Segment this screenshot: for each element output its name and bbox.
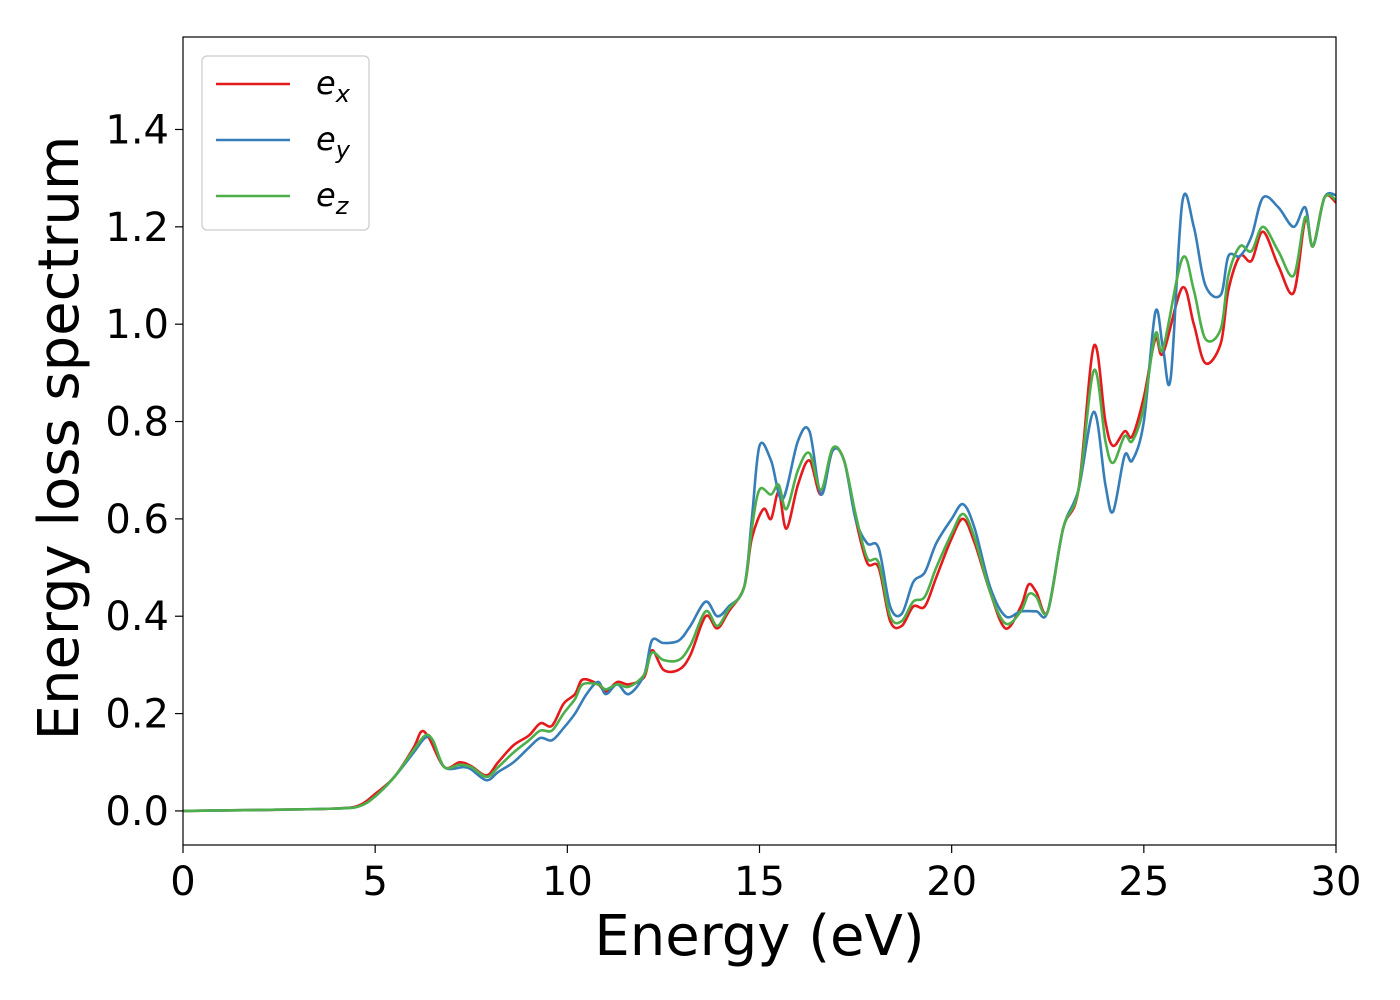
series-line-ey: [183, 191, 1336, 813]
series-line-ez: [183, 193, 1336, 813]
y-tick-label: 1.2: [105, 205, 169, 251]
y-tick-label: 1.0: [105, 302, 169, 348]
y-tick-label: 1.4: [105, 107, 169, 153]
x-tick-label: 30: [1311, 859, 1362, 905]
y-axis-ticks: 0.0 0.2 0.4 0.6 0.8 1.0 1.2 1.4: [105, 107, 183, 835]
series-layer: [183, 191, 1336, 813]
legend-box: [201, 55, 370, 231]
x-axis-ticks: 0 5 10 15 20 25 30: [170, 845, 1361, 905]
x-tick-label: 25: [1118, 859, 1169, 905]
x-tick-label: 0: [170, 859, 195, 905]
y-tick-label: 0.0: [105, 789, 169, 835]
x-axis-title: Energy (eV): [594, 904, 924, 969]
y-axis-title: Energy loss spectrum: [27, 136, 92, 741]
x-tick-label: 10: [542, 859, 593, 905]
series-line-ex: [183, 193, 1336, 813]
y-tick-label: 0.4: [105, 594, 169, 640]
x-tick-label: 5: [362, 859, 387, 905]
y-tick-label: 0.2: [105, 692, 169, 738]
y-tick-label: 0.6: [105, 497, 169, 543]
y-tick-label: 0.8: [105, 400, 169, 446]
x-tick-label: 20: [926, 859, 977, 905]
x-tick-label: 15: [734, 859, 785, 905]
